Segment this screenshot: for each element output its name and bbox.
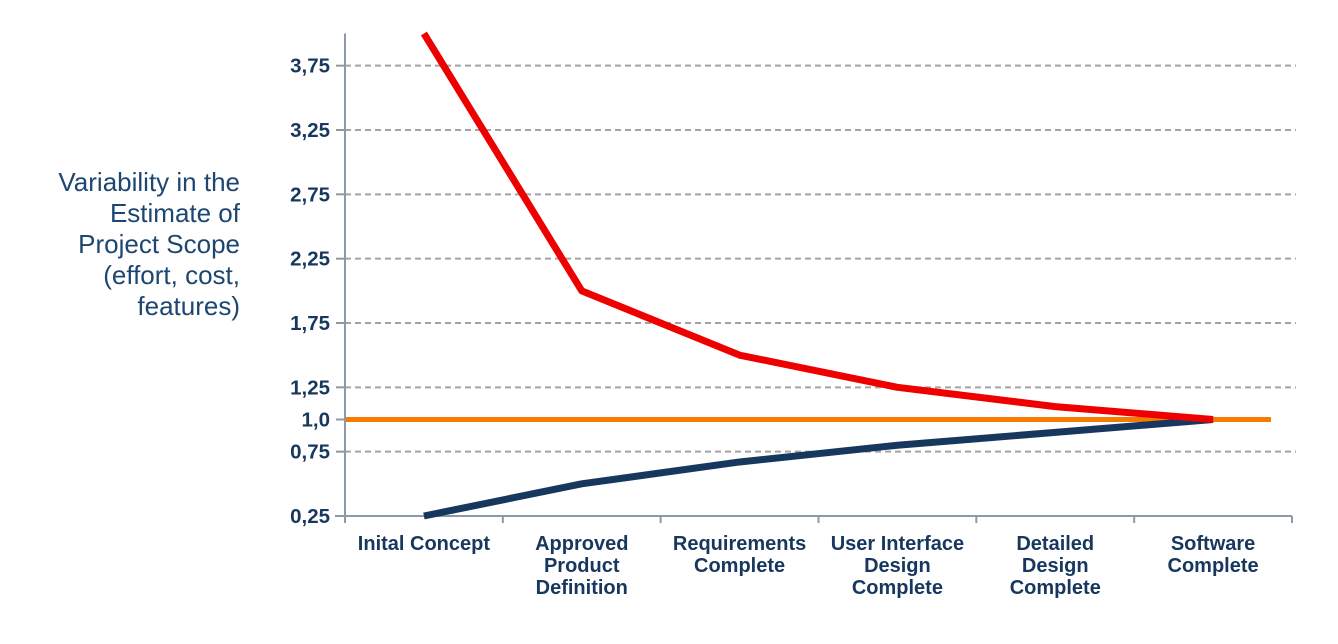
y-tick-label: 1,0 (302, 409, 331, 432)
y-tick-label: 0,25 (290, 505, 330, 528)
x-category-label: Software Complete (1168, 533, 1259, 577)
y-tick-label: 1,75 (290, 312, 330, 335)
x-category-label: Requirements Complete (673, 533, 806, 577)
upper-bound-line (420, 31, 1214, 423)
x-category-label: Detailed Design Complete (1010, 533, 1101, 599)
y-tick-label: 3,75 (290, 55, 330, 78)
x-category-label: User Interface Design Complete (831, 533, 964, 599)
y-tick-label: 3,25 (290, 119, 330, 142)
y-tick-label: 1,25 (290, 376, 330, 399)
y-tick-label: 2,25 (290, 248, 330, 271)
y-axis-title: Variability in the Estimate of Project S… (58, 167, 240, 321)
x-category-label: Approved Product Definition (535, 533, 628, 599)
y-tick-label: 0,75 (290, 441, 330, 464)
lower-bound-line (423, 416, 1214, 520)
y-tick-label: 2,75 (290, 183, 330, 206)
x-category-label: Inital Concept (358, 533, 491, 555)
